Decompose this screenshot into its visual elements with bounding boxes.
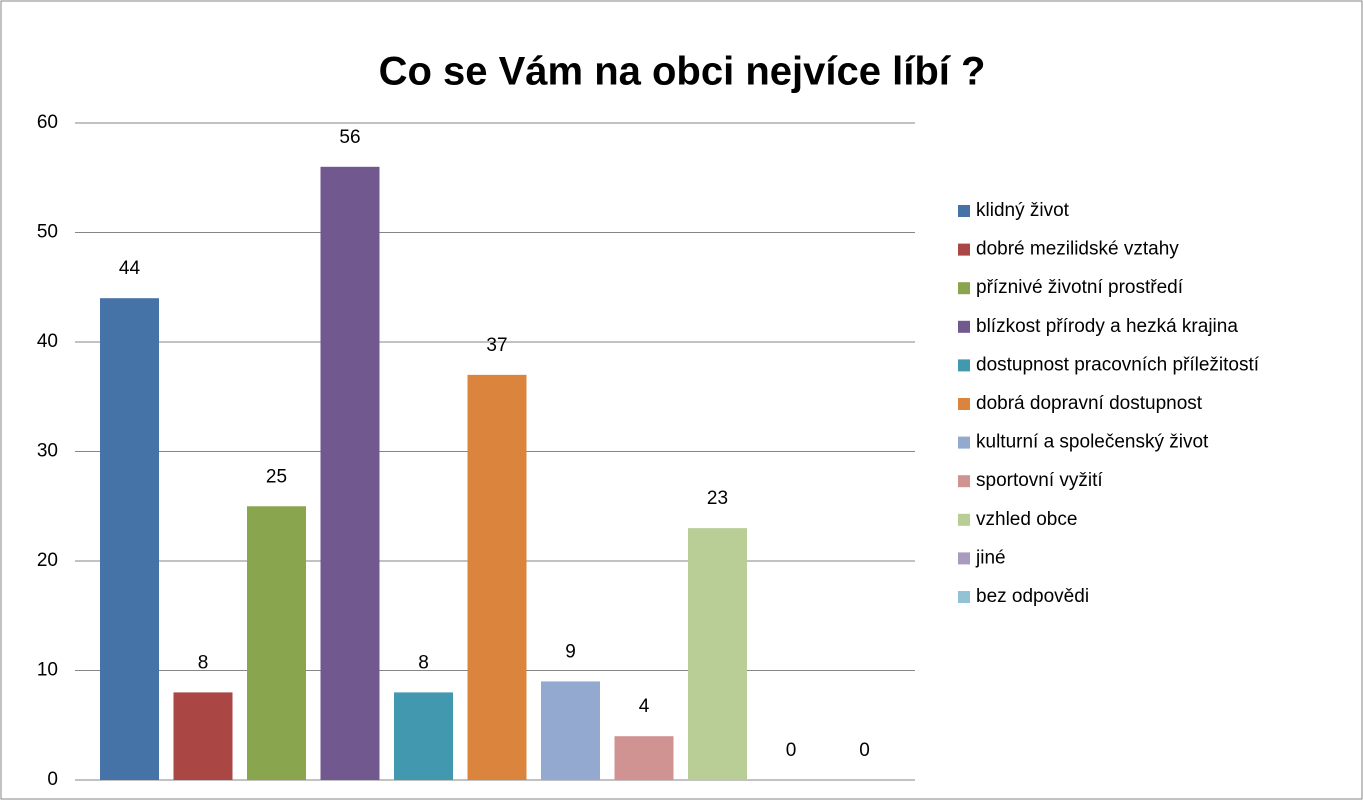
legend-swatch bbox=[958, 359, 970, 372]
legend-swatch bbox=[958, 282, 970, 295]
legend-swatch bbox=[958, 475, 970, 488]
legend-swatch bbox=[958, 591, 970, 603]
bar bbox=[467, 374, 527, 780]
legend-swatch bbox=[958, 243, 970, 256]
legend-swatch bbox=[958, 513, 970, 526]
data-label: 23 bbox=[707, 488, 728, 509]
legend-label: kulturní a společenský život bbox=[976, 432, 1209, 453]
data-label: 8 bbox=[198, 652, 209, 673]
y-tick-label: 30 bbox=[37, 441, 58, 462]
legend-label: bez odpovědi bbox=[976, 586, 1089, 607]
data-label: 25 bbox=[266, 466, 287, 487]
legend-swatch bbox=[958, 552, 970, 565]
legend-label: jiné bbox=[975, 547, 1006, 568]
y-tick-label: 10 bbox=[37, 660, 58, 681]
y-tick-label: 50 bbox=[37, 222, 58, 243]
legend-swatch bbox=[958, 205, 970, 217]
data-label: 37 bbox=[486, 335, 507, 356]
bar bbox=[320, 166, 380, 781]
legend-label: dostupnost pracovních příležitostí bbox=[976, 354, 1260, 375]
y-tick-label: 20 bbox=[37, 550, 58, 571]
bar bbox=[247, 506, 306, 780]
data-label: 8 bbox=[418, 652, 429, 673]
data-label: 4 bbox=[639, 696, 650, 717]
bar bbox=[100, 298, 159, 780]
legend-label: vzhled obce bbox=[976, 509, 1077, 530]
bar bbox=[394, 692, 453, 780]
legend-swatch bbox=[958, 398, 970, 410]
chart-title: Co se Vám na obci nejvíce líbí ? bbox=[379, 50, 986, 94]
y-tick-label: 40 bbox=[37, 331, 58, 352]
data-label: 0 bbox=[786, 740, 797, 761]
y-tick-label: 60 bbox=[37, 112, 58, 133]
y-tick-label: 0 bbox=[47, 769, 58, 790]
legend-swatch bbox=[958, 436, 970, 449]
legend-label: dobrá dopravní dostupnost bbox=[976, 393, 1203, 414]
legend-label: sportovní vyžití bbox=[976, 470, 1103, 491]
data-label: 0 bbox=[859, 740, 870, 761]
legend-label: dobré mezilidské vztahy bbox=[976, 239, 1179, 260]
bar bbox=[541, 681, 600, 780]
legend-label: příznivé životní prostředí bbox=[976, 277, 1184, 298]
legend-label: klidný život bbox=[976, 200, 1070, 221]
bar bbox=[173, 692, 233, 780]
legend-label: blízkost přírody a hezká krajina bbox=[976, 316, 1238, 337]
data-label: 56 bbox=[339, 127, 360, 148]
data-label: 44 bbox=[119, 258, 141, 279]
bar bbox=[688, 528, 747, 780]
legend-swatch bbox=[958, 320, 970, 333]
data-label: 9 bbox=[565, 641, 576, 662]
bar bbox=[614, 736, 674, 780]
